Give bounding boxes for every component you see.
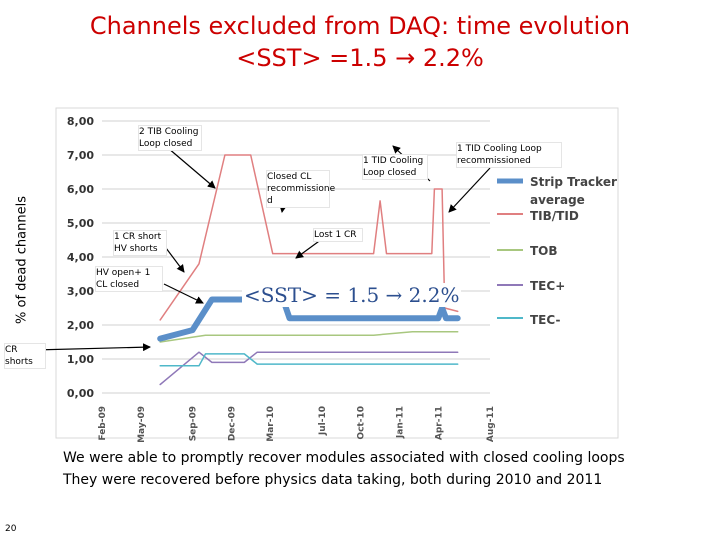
- x-tick-label: Aug-11: [486, 406, 496, 442]
- annotation-tid-cooling: 1 TID Cooling Loop closed: [362, 154, 428, 180]
- legend-label: TEC-: [530, 313, 560, 327]
- x-tick-label: Mar-10: [266, 406, 276, 442]
- x-tick-label: Feb-09: [98, 406, 108, 441]
- x-tick-label: Dec-09: [227, 406, 237, 441]
- annotation-cr-shorts: CR shorts: [4, 343, 46, 369]
- bottom-text-line1: We were able to promptly recover modules…: [63, 450, 625, 466]
- series-line-strip-tracker-average: [157, 296, 461, 342]
- arrow-tid-recommissioned: [448, 167, 491, 213]
- x-tick-label: Jul-10: [318, 406, 328, 436]
- x-tick-label: Jan-11: [395, 406, 405, 439]
- arrow-hv-open: [163, 283, 204, 304]
- y-tick-label: 5,00: [67, 217, 94, 230]
- legend-label: TIB/TID: [530, 209, 579, 223]
- series-line-tec-: [159, 351, 459, 386]
- annotation-lost-cr: Lost 1 CR: [313, 228, 363, 242]
- annotation-tib-cooling: 2 TIB Cooling Loop closed: [138, 125, 202, 151]
- arrow-cr-shorts: [33, 343, 151, 352]
- slide-title-line1: Channels excluded from DAQ: time evoluti…: [89, 12, 631, 40]
- y-tick-label: 8,00: [67, 115, 94, 128]
- x-tick-label: Apr-11: [434, 406, 444, 440]
- series-line-tec-: [159, 353, 459, 367]
- legend-label: Strip Tracker average: [530, 175, 617, 207]
- legend-label: TEC+: [530, 279, 565, 293]
- series-line-tob: [159, 331, 459, 343]
- annotation-cr-short: 1 CR short HV shorts: [113, 230, 167, 256]
- annotation-hv-open: HV open+ 1 CL closed: [95, 266, 163, 292]
- arrow-tib-cooling: [167, 147, 216, 189]
- slide-title-line2: <SST> =1.5 → 2.2%: [236, 44, 484, 72]
- y-tick-label: 7,00: [67, 149, 94, 162]
- y-tick-label: 2,00: [67, 319, 94, 332]
- series-line-tib-tid: [159, 154, 459, 321]
- bottom-text-line2: They were recovered before physics data …: [63, 472, 603, 488]
- x-tick-label: May-09: [137, 406, 147, 443]
- y-tick-label: 4,00: [67, 251, 94, 264]
- y-tick-label: 0,00: [67, 387, 94, 400]
- y-tick-label: 3,00: [67, 285, 94, 298]
- x-tick-label: Sep-09: [189, 406, 199, 441]
- annotation-tid-recommissioned: 1 TID Cooling Loop recommissioned: [456, 142, 562, 168]
- y-tick-label: 6,00: [67, 183, 94, 196]
- legend-label: TOB: [530, 244, 558, 258]
- sst-range-label: <SST> = 1.5 → 2.2%: [242, 283, 462, 307]
- annotation-cl-recommission: Closed CL recommissione d: [266, 170, 336, 208]
- page-number: 20: [5, 524, 17, 534]
- y-tick-label: 1,00: [67, 353, 94, 366]
- arrow-lost-cr: [295, 238, 323, 259]
- x-tick-label: Oct-10: [357, 406, 367, 440]
